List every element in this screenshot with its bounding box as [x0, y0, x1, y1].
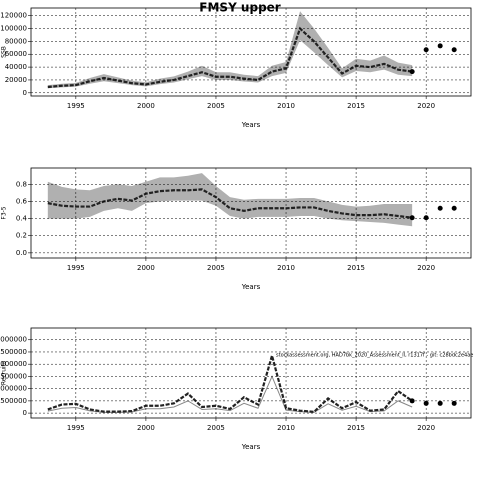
y-tick-label: 20000	[5, 76, 27, 84]
x-tick-label: 2020	[417, 424, 435, 432]
x-tick-label: 2005	[207, 102, 225, 110]
y-tick-label: 0.2	[16, 232, 27, 240]
plot	[47, 11, 457, 89]
series-line	[47, 351, 413, 414]
x-tick-label: 2010	[277, 102, 295, 110]
y-tick-label: 3000000	[0, 336, 27, 344]
confidence-band	[47, 11, 413, 89]
x-tick-label: 2005	[207, 264, 225, 272]
x-axis-label: Years	[241, 443, 261, 451]
y-axis-label: SSB	[1, 46, 8, 58]
x-tick-label: 2020	[417, 102, 435, 110]
confidence-band	[47, 173, 413, 227]
y-tick-label: 80000	[5, 37, 27, 45]
plot-frame	[30, 167, 472, 259]
series-line	[47, 188, 413, 219]
x-tick-label: 2010	[277, 264, 295, 272]
plot	[47, 173, 457, 227]
x-tick-label: 2005	[207, 424, 225, 432]
y-tick-label: 0.0	[16, 249, 27, 257]
x-tick-label: 2000	[137, 264, 155, 272]
projection-point	[437, 400, 443, 406]
y-tick-label: 1000000	[0, 385, 27, 393]
x-tick-label: 1995	[67, 264, 85, 272]
x-tick-label: 2000	[137, 424, 155, 432]
y-tick-label: 0	[23, 89, 27, 97]
y-tick-label: 500000	[0, 397, 27, 405]
annotation: stockassessment.org, HAD7bk_2020_Assessm…	[276, 353, 473, 359]
y-tick-label: 0	[23, 409, 27, 417]
projection-point	[437, 43, 443, 49]
last-point	[409, 215, 415, 221]
x-tick-label: 1995	[67, 102, 85, 110]
y-axis-label: F3-5	[1, 206, 8, 219]
y-tick-label: 2500000	[0, 348, 27, 356]
y-tick-label: 60000	[5, 50, 27, 58]
lower-bound	[47, 375, 413, 413]
x-tick-label: 2015	[347, 264, 365, 272]
y-tick-label: 0.4	[16, 215, 28, 223]
x-tick-label: 2015	[347, 102, 365, 110]
y-tick-label: 0.8	[16, 180, 27, 188]
y-tick-label: 40000	[5, 63, 27, 71]
x-tick-label: 2015	[347, 424, 365, 432]
series-line	[47, 26, 413, 89]
x-axis-label: Years	[241, 283, 261, 291]
x-tick-label: 2010	[277, 424, 295, 432]
projection-point	[437, 205, 443, 211]
y-tick-label: 2000000	[0, 360, 27, 368]
plot	[47, 351, 457, 414]
projection-point	[451, 47, 457, 53]
projection-point	[423, 400, 429, 406]
page-title: FMSY upper	[199, 1, 281, 15]
y-axis-label: Recruits	[1, 361, 8, 385]
y-tick-label: 0.6	[16, 197, 28, 205]
x-tick-label: 1995	[67, 424, 85, 432]
plot-frame	[30, 7, 472, 97]
projection-point	[451, 400, 457, 406]
plot-frame	[30, 327, 472, 419]
projection-point	[451, 205, 457, 211]
y-tick-label: 120000	[0, 12, 27, 20]
last-point	[409, 69, 415, 75]
x-tick-label: 2000	[137, 102, 155, 110]
y-tick-label: 1500000	[0, 372, 27, 380]
y-tick-label: 100000	[0, 25, 27, 33]
x-tick-label: 2020	[417, 264, 435, 272]
x-axis-label: Years	[241, 121, 261, 129]
